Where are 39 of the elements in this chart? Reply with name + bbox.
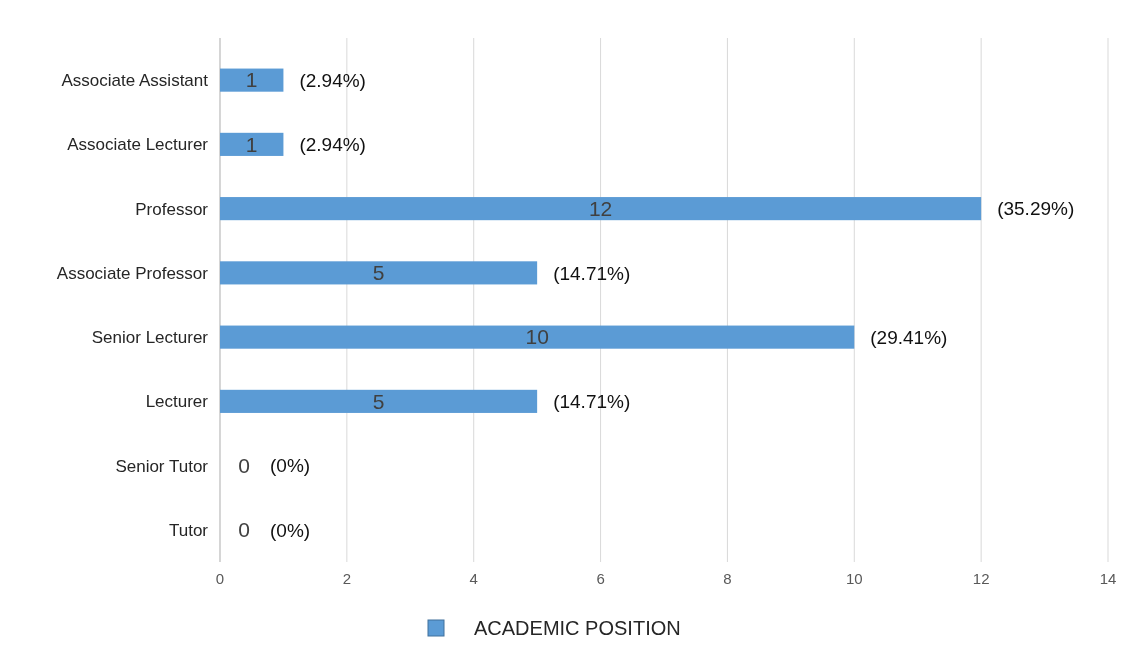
- bar: [220, 389, 538, 413]
- x-tick-label: 4: [469, 570, 478, 587]
- bar: [220, 261, 538, 285]
- x-tick-label: 10: [845, 570, 863, 587]
- y-tick-label: Associate Professor: [56, 263, 209, 283]
- annotation: (0%): [270, 455, 311, 477]
- annotation: (29.41%): [870, 326, 948, 348]
- x-tick-label: 12: [972, 570, 990, 587]
- annotation: (35.29%): [997, 198, 1075, 220]
- y-tick-label: Lecturer: [145, 392, 209, 412]
- annotation: (14.71%): [553, 262, 631, 284]
- x-tick-label: 8: [723, 570, 732, 587]
- data-label: 1: [245, 68, 258, 92]
- bar: [220, 132, 284, 156]
- annotation: (2.94%): [299, 134, 366, 156]
- annotation: (0%): [270, 519, 311, 541]
- data-label: 10: [525, 325, 549, 349]
- y-tick-label: Professor: [135, 199, 209, 219]
- y-tick-label: Tutor: [168, 520, 209, 540]
- bar: [220, 68, 284, 92]
- y-tick-label: Associate Lecturer: [67, 135, 209, 155]
- y-tick-label: Senior Tutor: [115, 456, 209, 476]
- y-tick-label: Senior Lecturer: [91, 328, 209, 348]
- x-tick-label: 0: [215, 570, 225, 587]
- annotation: (14.71%): [553, 391, 631, 413]
- data-label: 0: [238, 518, 250, 542]
- x-tick-label: 6: [596, 570, 605, 587]
- data-label: 5: [372, 389, 385, 413]
- bar: [220, 197, 982, 221]
- annotation: (2.94%): [299, 69, 366, 91]
- data-label: 12: [588, 196, 613, 220]
- x-tick-label: 2: [342, 570, 352, 587]
- data-label: 5: [372, 261, 385, 285]
- bar: [220, 325, 855, 349]
- y-tick-label: Associate Assistant: [61, 71, 209, 91]
- x-tick-label: 14: [1099, 570, 1117, 587]
- data-label: 0: [238, 453, 250, 477]
- legend-label: ACADEMIC POSITION: [474, 617, 681, 639]
- data-label: 1: [245, 132, 258, 156]
